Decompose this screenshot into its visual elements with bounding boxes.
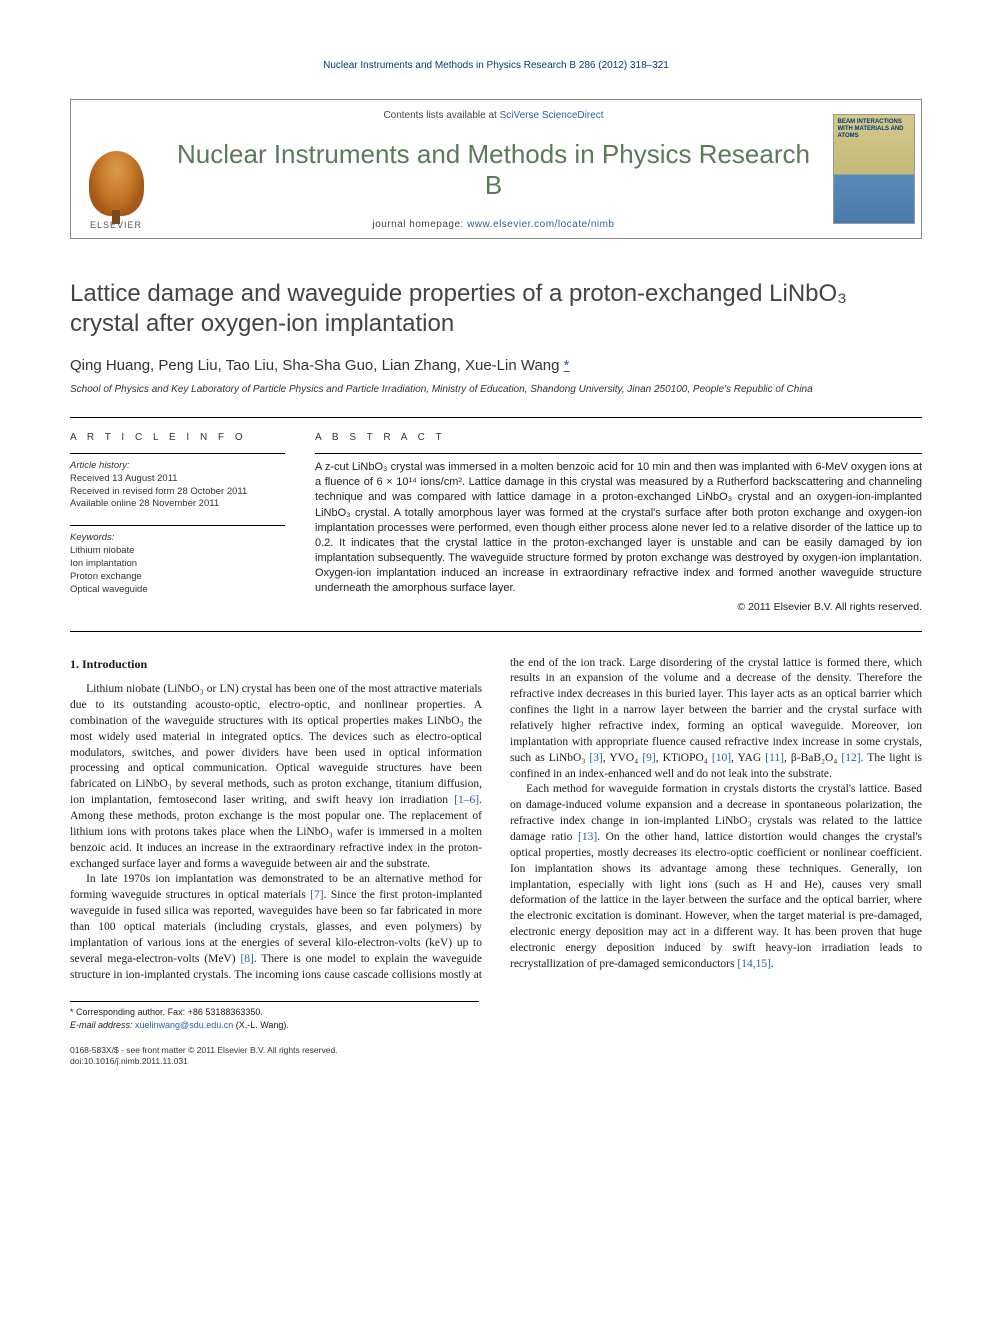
- contents-prefix: Contents lists available at: [383, 110, 499, 121]
- corresponding-mark[interactable]: *: [564, 357, 570, 374]
- history-line: Received 13 August 2011: [70, 473, 285, 486]
- keywords-label: Keywords:: [70, 532, 285, 545]
- authors-line: Qing Huang, Peng Liu, Tao Liu, Sha-Sha G…: [70, 357, 922, 374]
- citation-link[interactable]: [14,15]: [737, 958, 771, 970]
- para-text: . On the other hand, lattice distortion …: [510, 831, 922, 970]
- body-paragraph: Lithium niobate (LiNbO₃ or LN) crystal h…: [70, 682, 482, 872]
- keyword: Optical waveguide: [70, 584, 285, 597]
- para-text: , YAG: [731, 752, 765, 764]
- contents-line: Contents lists available at SciVerse Sci…: [177, 110, 810, 121]
- journal-cover-thumb: BEAM INTERACTIONS WITH MATERIALS AND ATO…: [833, 114, 915, 224]
- journal-name: Nuclear Instruments and Methods in Physi…: [177, 139, 810, 201]
- body-columns: 1. Introduction Lithium niobate (LiNbO₃ …: [70, 656, 922, 984]
- citation-link[interactable]: [8]: [240, 953, 253, 965]
- citation-link[interactable]: [10]: [712, 752, 731, 764]
- citation-link[interactable]: [7]: [310, 889, 323, 901]
- running-head: Nuclear Instruments and Methods in Physi…: [70, 60, 922, 71]
- front-matter-line: 0168-583X/$ - see front matter © 2011 El…: [70, 1045, 922, 1067]
- article-info-col: A R T I C L E I N F O Article history: R…: [70, 432, 285, 613]
- abstract-copyright: © 2011 Elsevier B.V. All rights reserved…: [315, 601, 922, 613]
- citation-link[interactable]: [1–6]: [454, 794, 479, 806]
- keyword: Proton exchange: [70, 571, 285, 584]
- history-line: Received in revised form 28 October 2011: [70, 486, 285, 499]
- para-text: , β-BaB₂O₄: [784, 752, 841, 764]
- citation-link[interactable]: [11]: [765, 752, 784, 764]
- body-paragraph: Each method for waveguide formation in c…: [510, 782, 922, 972]
- abstract-text: A z-cut LiNbO₃ crystal was immersed in a…: [315, 454, 922, 597]
- rule-bottom: [70, 631, 922, 632]
- citation-link[interactable]: [9]: [642, 752, 655, 764]
- doi-line: doi:10.1016/j.nimb.2011.11.031: [70, 1056, 922, 1067]
- para-text: Lithium niobate (LiNbO₃ or LN) crystal h…: [70, 683, 482, 806]
- citation-link[interactable]: [13]: [578, 831, 597, 843]
- para-text: , KTiOPO₄: [656, 752, 712, 764]
- publisher-logo-block: ELSEVIER: [71, 100, 161, 238]
- section-head-intro: 1. Introduction: [70, 656, 482, 673]
- email-who: (X.-L. Wang).: [233, 1020, 289, 1030]
- para-text: .: [771, 958, 774, 970]
- article-title: Lattice damage and waveguide properties …: [70, 279, 922, 339]
- elsevier-tree-icon: [89, 151, 144, 216]
- cover-thumb-block: BEAM INTERACTIONS WITH MATERIALS AND ATO…: [826, 100, 921, 238]
- history-line: Available online 28 November 2011: [70, 498, 285, 511]
- masthead: ELSEVIER Contents lists available at Sci…: [70, 99, 922, 239]
- history-label: Article history:: [70, 460, 285, 473]
- homepage-line: journal homepage: www.elsevier.com/locat…: [177, 219, 810, 230]
- article-info-head: A R T I C L E I N F O: [70, 432, 285, 443]
- affiliation: School of Physics and Key Laboratory of …: [70, 384, 922, 395]
- email-label: E-mail address:: [70, 1020, 135, 1030]
- abstract-col: A B S T R A C T A z-cut LiNbO₃ crystal w…: [315, 432, 922, 613]
- corresponding-footnote: * Corresponding author. Fax: +86 5318836…: [70, 1001, 479, 1030]
- citation-link[interactable]: [12]: [841, 752, 860, 764]
- sciencedirect-link[interactable]: SciVerse ScienceDirect: [500, 110, 604, 121]
- keyword: Ion implantation: [70, 558, 285, 571]
- abstract-head: A B S T R A C T: [315, 432, 922, 443]
- homepage-prefix: journal homepage:: [372, 219, 467, 230]
- homepage-link[interactable]: www.elsevier.com/locate/nimb: [467, 219, 614, 230]
- keyword: Lithium niobate: [70, 545, 285, 558]
- issn-line: 0168-583X/$ - see front matter © 2011 El…: [70, 1045, 922, 1056]
- para-text: , YVO₄: [603, 752, 642, 764]
- citation-link[interactable]: [3]: [589, 752, 602, 764]
- corr-author-line: * Corresponding author. Fax: +86 5318836…: [70, 1006, 479, 1018]
- email-link[interactable]: xuelinwang@sdu.edu.cn: [135, 1020, 233, 1030]
- authors-names: Qing Huang, Peng Liu, Tao Liu, Sha-Sha G…: [70, 357, 564, 374]
